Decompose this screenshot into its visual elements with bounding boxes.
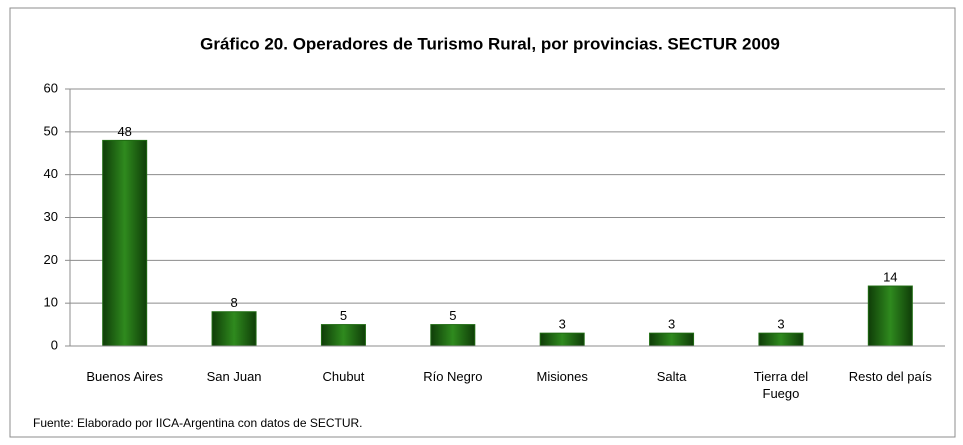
x-tick-label: San Juan	[206, 369, 262, 384]
bar	[102, 139, 148, 347]
y-tick-label: 10	[44, 295, 58, 310]
chart-title: Gráfico 20. Operadores de Turismo Rural,…	[200, 34, 780, 53]
bar	[211, 311, 257, 347]
bar	[539, 332, 585, 347]
data-label: 8	[230, 295, 237, 310]
y-tick-label: 50	[44, 123, 58, 138]
bar	[430, 324, 476, 347]
data-label: 3	[668, 317, 675, 332]
y-tick-label: 0	[51, 337, 58, 352]
x-tick-label: Río Negro	[423, 369, 483, 384]
y-tick-label: 60	[44, 80, 58, 95]
data-label: 14	[883, 269, 897, 284]
data-label: 48	[117, 124, 131, 139]
x-tick-label: Tierra del Fuego	[753, 369, 809, 401]
chart-frame	[9, 7, 956, 438]
bar	[758, 332, 804, 347]
data-label: 5	[449, 308, 456, 323]
x-tick-label: Buenos Aires	[86, 369, 163, 384]
y-tick-label: 40	[44, 166, 58, 181]
data-label: 5	[340, 308, 347, 323]
bar	[320, 324, 366, 347]
data-label: 3	[559, 317, 566, 332]
data-label: 3	[777, 317, 784, 332]
x-tick-label: Chubut	[322, 369, 365, 384]
bar	[867, 285, 913, 347]
x-tick-label: Resto del país	[848, 369, 932, 384]
x-tick-label: Salta	[656, 369, 687, 384]
x-tick-label: Misiones	[536, 369, 588, 384]
source-note: Fuente: Elaborado por IICA-Argentina con…	[33, 416, 363, 430]
y-tick-label: 30	[44, 209, 58, 224]
y-tick-label: 20	[44, 252, 58, 267]
bar	[649, 332, 695, 347]
